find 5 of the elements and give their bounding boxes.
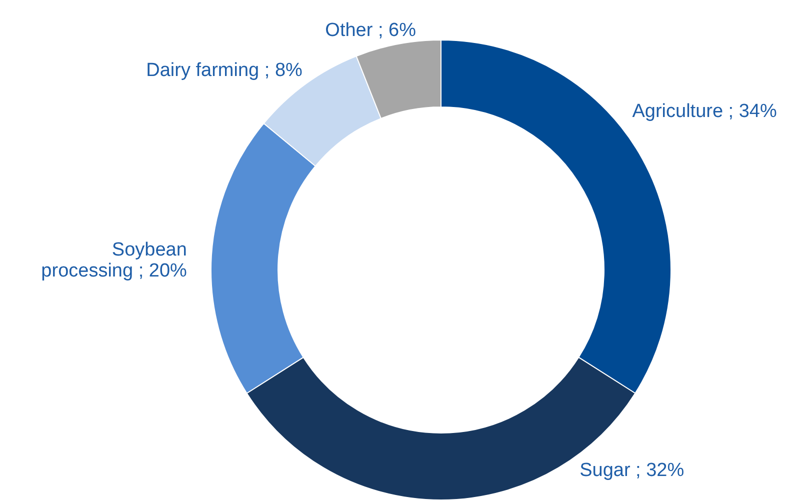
slice-label: Other ; 6% (325, 20, 416, 41)
slice-label: Dairy farming ; 8% (146, 60, 303, 81)
slice-label: Sugar ; 32% (580, 460, 684, 481)
slice-label: Soybean processing ; 20% (41, 239, 188, 282)
slice-label: Agriculture ; 34% (632, 101, 777, 122)
